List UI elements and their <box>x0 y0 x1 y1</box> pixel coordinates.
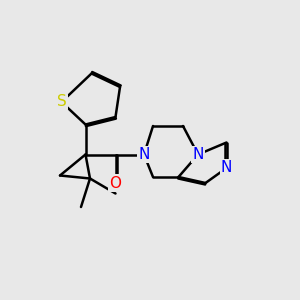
Text: N: N <box>192 147 204 162</box>
Text: O: O <box>110 176 122 190</box>
Text: N: N <box>138 147 150 162</box>
Text: S: S <box>57 94 66 110</box>
Text: N: N <box>221 160 232 175</box>
